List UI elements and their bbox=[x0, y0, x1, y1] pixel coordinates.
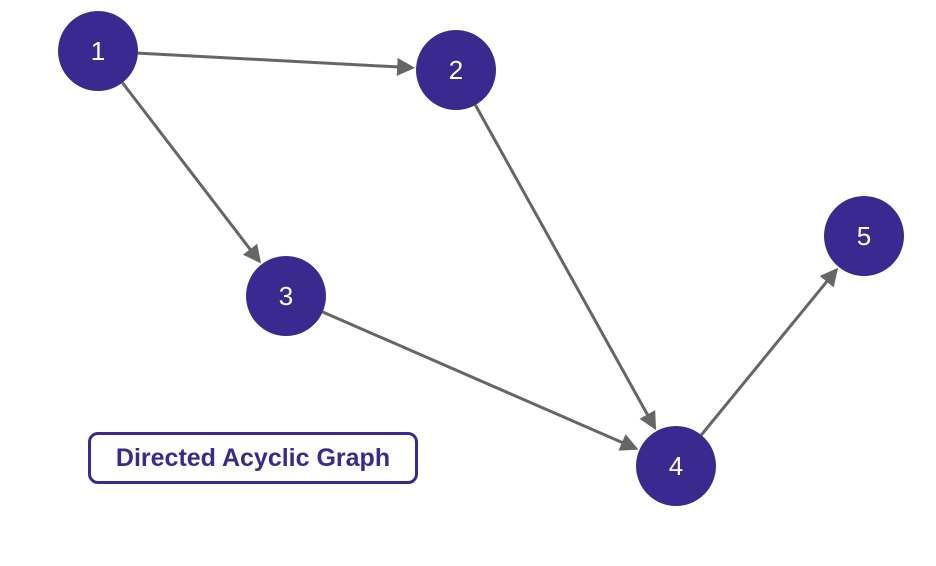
diagram-title: Directed Acyclic Graph bbox=[116, 444, 390, 473]
node-1: 1 bbox=[58, 11, 138, 91]
node-5: 5 bbox=[824, 196, 904, 276]
diagram-canvas: 1 2 3 4 5 Directed Acyclic Graph bbox=[0, 0, 936, 566]
edge-4-5 bbox=[701, 270, 836, 435]
edge-1-2 bbox=[138, 53, 412, 68]
node-4: 4 bbox=[636, 426, 716, 506]
node-label: 1 bbox=[91, 36, 105, 67]
node-label: 5 bbox=[857, 221, 871, 252]
node-2: 2 bbox=[416, 30, 496, 110]
edge-2-4 bbox=[475, 105, 654, 428]
node-label: 2 bbox=[449, 55, 463, 86]
edge-1-3 bbox=[122, 83, 259, 261]
edge-3-4 bbox=[323, 312, 636, 448]
node-3: 3 bbox=[246, 256, 326, 336]
diagram-title-box: Directed Acyclic Graph bbox=[88, 432, 418, 484]
node-label: 3 bbox=[279, 281, 293, 312]
node-label: 4 bbox=[669, 451, 683, 482]
